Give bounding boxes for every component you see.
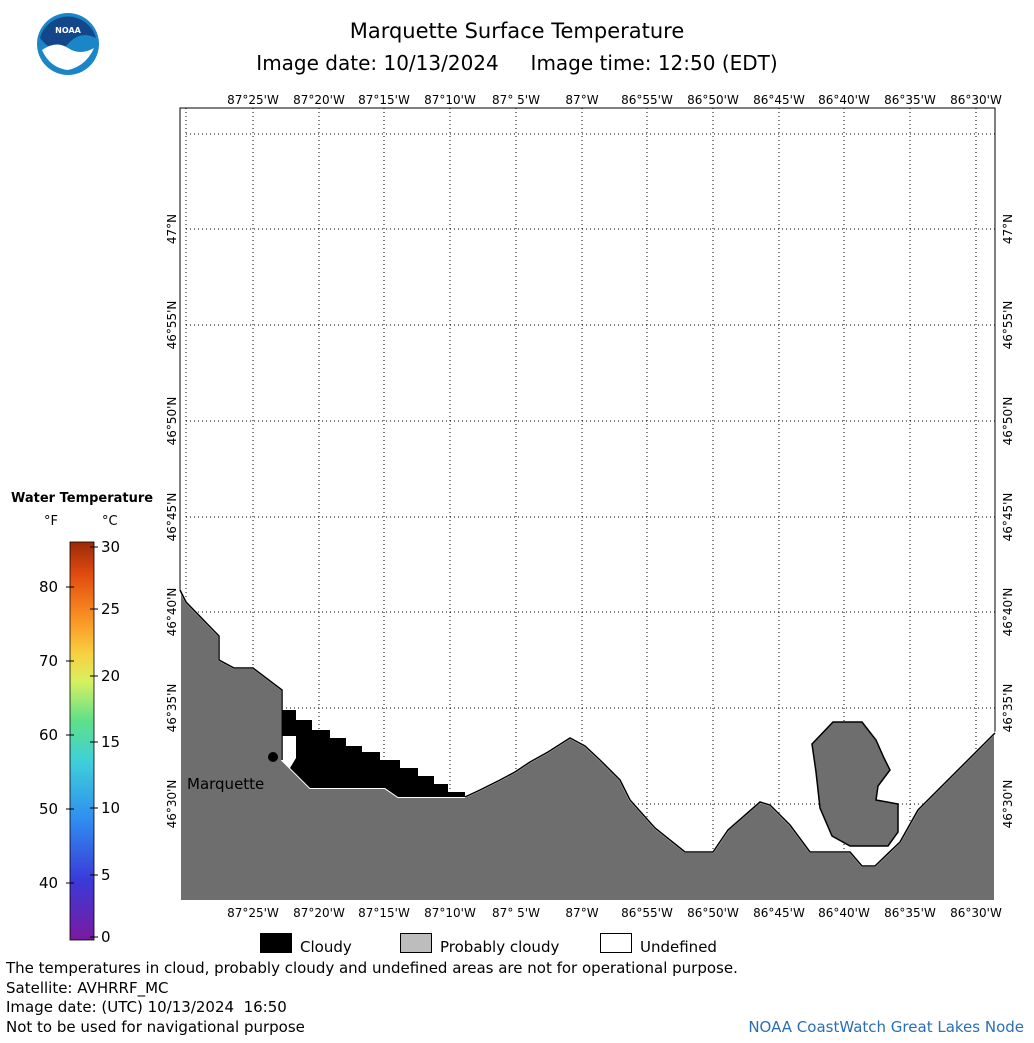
cloud-area <box>282 710 465 797</box>
lon-label: 87°25'W <box>227 906 279 920</box>
lat-labels-right: 47°N 46°55'N 46°50'N 46°45'N 46°40'N 46°… <box>1001 214 1015 829</box>
fahrenheit-tick: 40 <box>39 874 59 892</box>
lon-label: 87°15'W <box>358 906 410 920</box>
lat-label: 46°45'N <box>165 493 179 542</box>
lat-label: 46°45'N <box>1001 493 1015 542</box>
lon-label: 87°W <box>565 906 598 920</box>
celsius-tick: 20 <box>101 667 121 685</box>
lon-label: 86°50'W <box>687 906 739 920</box>
credit-link[interactable]: NOAA CoastWatch Great Lakes Node <box>748 1018 1024 1036</box>
probably-cloudy-label: Probably cloudy <box>440 938 560 956</box>
cloudy-swatch <box>260 933 292 953</box>
lon-label: 87° 5'W <box>492 93 540 107</box>
lon-label: 86°40'W <box>818 906 870 920</box>
marquette-marker <box>268 752 278 762</box>
lon-label: 86°30'W <box>950 93 1002 107</box>
noaa-logo-text: NOAA <box>55 26 81 35</box>
map-title: Marquette Surface Temperature <box>349 19 685 43</box>
lon-label: 86°40'W <box>818 93 870 107</box>
lon-label: 86°45'W <box>753 906 805 920</box>
lon-label: 87°10'W <box>424 906 476 920</box>
celsius-tick: 0 <box>101 928 111 946</box>
map-subtitle: Image date: 10/13/2024 Image time: 12:50… <box>256 51 778 75</box>
land-island <box>811 721 899 847</box>
lat-label: 46°35'N <box>1001 684 1015 733</box>
lat-label: 46°50'N <box>165 397 179 446</box>
lat-label: 46°40'N <box>1001 588 1015 637</box>
lon-labels-top: 87°25'W 87°20'W 87°15'W 87°10'W 87° 5'W … <box>227 93 1002 107</box>
unit-fahrenheit: °F <box>44 514 58 529</box>
lon-label: 86°50'W <box>687 93 739 107</box>
lon-label: 87°25'W <box>227 93 279 107</box>
celsius-tick: 15 <box>101 733 121 751</box>
lat-labels-left: 47°N 46°55'N 46°50'N 46°45'N 46°40'N 46°… <box>165 214 179 829</box>
coastline-east <box>464 732 996 867</box>
lon-label: 86°35'W <box>884 93 936 107</box>
city-label: Marquette <box>187 775 264 793</box>
lat-label: 46°55'N <box>1001 301 1015 350</box>
lon-label: 87° 5'W <box>492 906 540 920</box>
fahrenheit-tick: 50 <box>39 800 59 818</box>
lon-label: 86°35'W <box>884 906 936 920</box>
lon-labels-bottom: 87°25'W 87°20'W 87°15'W 87°10'W 87° 5'W … <box>227 906 1002 920</box>
lat-label: 47°N <box>1001 214 1015 244</box>
celsius-tick: 5 <box>101 866 111 884</box>
footer-utc-date: Image date: (UTC) 10/13/2024 16:50 <box>6 998 287 1016</box>
temperature-color-bar <box>69 541 95 941</box>
footer-navigation-warning: Not to be used for navigational purpose <box>6 1018 305 1036</box>
probably-cloudy-swatch <box>400 933 432 953</box>
scale-ticks <box>66 546 98 938</box>
lon-label: 86°55'W <box>621 93 673 107</box>
legend-title: Water Temperature <box>11 491 154 506</box>
lon-label: 87°W <box>565 93 598 107</box>
fahrenheit-tick: 60 <box>39 726 59 744</box>
lon-label: 87°20'W <box>293 906 345 920</box>
fahrenheit-tick: 80 <box>39 578 59 596</box>
lon-label: 87°10'W <box>424 93 476 107</box>
lat-label: 47°N <box>165 214 179 244</box>
lat-label: 46°55'N <box>165 301 179 350</box>
undefined-label: Undefined <box>640 938 717 956</box>
celsius-tick: 30 <box>101 538 121 556</box>
lon-label: 87°20'W <box>293 93 345 107</box>
unit-celsius: °C <box>102 514 118 529</box>
lon-label: 86°55'W <box>621 906 673 920</box>
lat-label: 46°30'N <box>1001 780 1015 829</box>
lon-label: 86°45'W <box>753 93 805 107</box>
coastline <box>179 589 283 760</box>
undefined-swatch <box>600 933 632 953</box>
footer-satellite: Satellite: AVHRRF_MC <box>6 979 169 997</box>
cloudy-label: Cloudy <box>300 938 352 956</box>
celsius-tick: 25 <box>101 600 121 618</box>
lat-label: 46°40'N <box>165 588 179 637</box>
celsius-tick: 10 <box>101 799 121 817</box>
lon-label: 86°30'W <box>950 906 1002 920</box>
lat-label: 46°30'N <box>165 780 179 829</box>
fahrenheit-tick: 70 <box>39 652 59 670</box>
lat-label: 46°35'N <box>165 684 179 733</box>
footer-disclaimer: The temperatures in cloud, probably clou… <box>6 959 738 977</box>
noaa-logo: NOAA <box>37 13 99 75</box>
lon-label: 87°15'W <box>358 93 410 107</box>
lat-label: 46°50'N <box>1001 397 1015 446</box>
